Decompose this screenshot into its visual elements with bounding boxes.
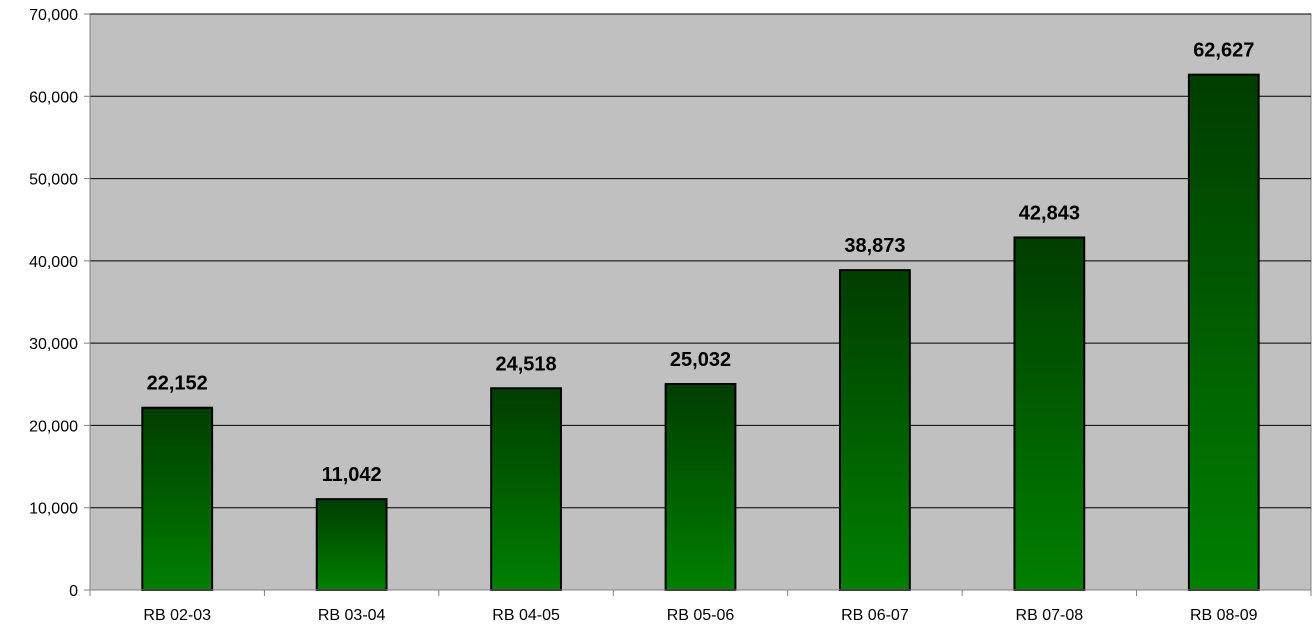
data-label: 11,042: [322, 464, 382, 486]
bar: [490, 387, 562, 591]
x-tick-label: RB 08-09: [1190, 607, 1258, 624]
y-tick-label: 30,000: [29, 336, 78, 353]
axes: 0 10,000 20,000 30,000 40,000 50,000 60,000 70,…: [29, 7, 1312, 624]
bar: [1187, 73, 1260, 592]
y-tick-label: 0: [69, 583, 78, 600]
x-tick-label: RB 06-07: [841, 607, 909, 624]
bar: [141, 406, 214, 591]
data-labels: 22,152 11,042 24,518 25,032 38,873 42,843 62,6…: [147, 40, 1255, 486]
gridlines: [90, 13, 1311, 509]
x-tick-label: RB 03-04: [318, 607, 386, 624]
x-tick-label: RB 04-05: [492, 607, 560, 624]
bar: [315, 498, 388, 591]
y-tick-label: 40,000: [29, 254, 78, 271]
data-label: 62,627: [1193, 40, 1254, 62]
data-label: 22,152: [147, 373, 208, 395]
y-tick-label: 20,000: [29, 418, 78, 435]
bar: [1013, 236, 1086, 591]
y-tick-label: 10,000: [29, 501, 78, 518]
bars: [141, 73, 1260, 592]
y-tick-label: 50,000: [29, 172, 78, 189]
data-label: 42,843: [1019, 202, 1080, 224]
data-label: 25,032: [670, 349, 731, 371]
data-label: 24,518: [495, 353, 556, 375]
bar: [664, 383, 737, 591]
x-tick-label: RB 07-08: [1016, 607, 1084, 624]
x-tick-label: RB 05-06: [667, 607, 735, 624]
bar: [839, 269, 911, 591]
x-tick-label: RB 02-03: [143, 607, 211, 624]
data-label: 38,873: [844, 235, 905, 257]
y-tick-label: 70,000: [29, 7, 78, 24]
y-tick-label: 60,000: [29, 89, 78, 106]
